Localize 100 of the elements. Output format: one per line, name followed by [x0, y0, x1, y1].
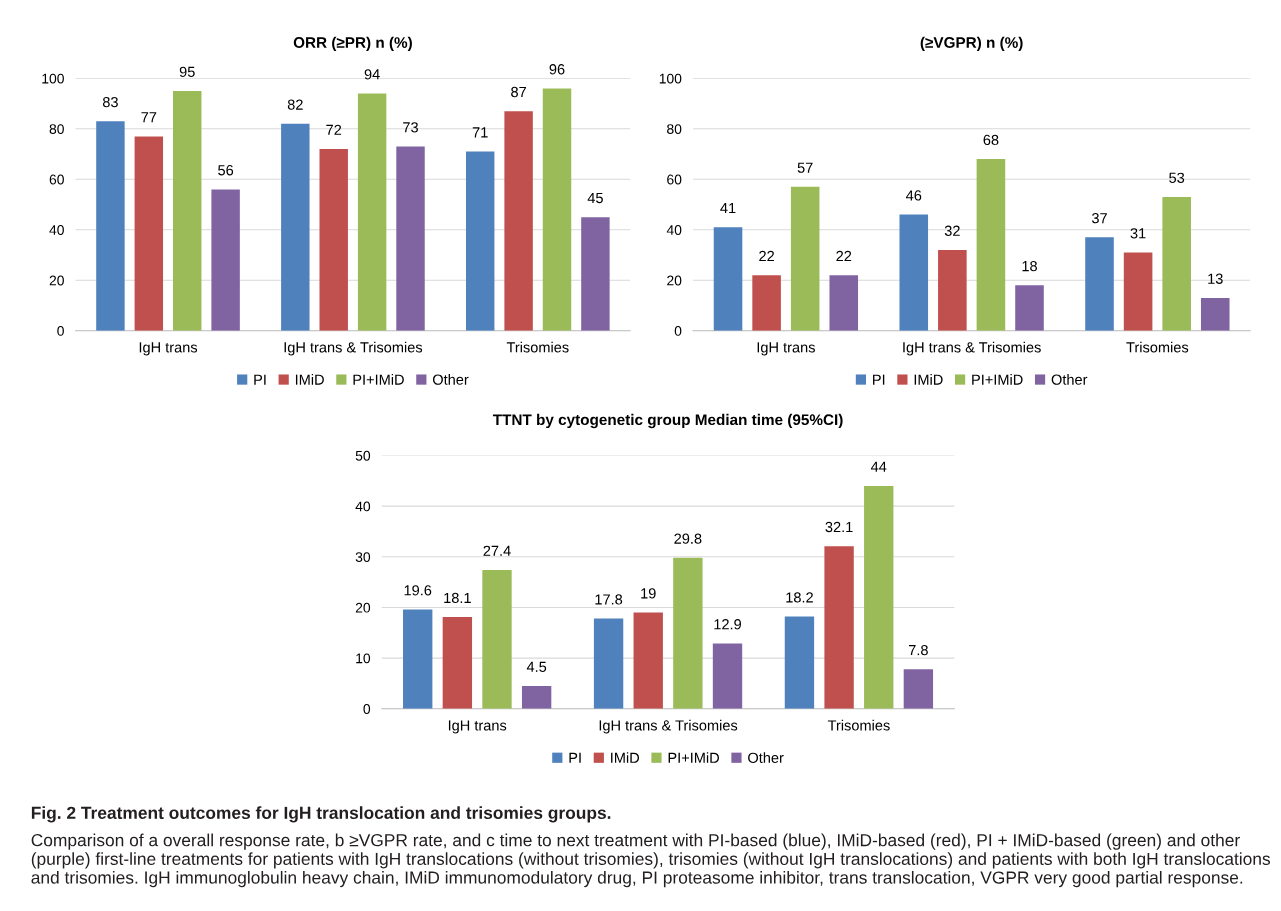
data-label: 53	[1169, 172, 1185, 183]
y-tick-label: 80	[667, 124, 682, 134]
bar	[824, 546, 854, 709]
data-label: 83	[102, 96, 118, 108]
legend-label: PI+IMiD	[972, 374, 1023, 385]
y-tick-label: 80	[49, 124, 64, 134]
y-tick-label: 0	[363, 704, 371, 714]
bar	[864, 485, 894, 709]
data-label: 22	[759, 250, 774, 262]
y-tick-label: 40	[666, 225, 682, 235]
y-tick-label: 10	[356, 653, 371, 664]
data-label: 45	[587, 192, 603, 204]
x-tick-label: Trisomies	[827, 719, 890, 731]
legend-label: Other	[748, 752, 784, 763]
data-label: 71	[472, 127, 488, 138]
bar	[829, 275, 859, 331]
legend-label: IMiD	[914, 374, 943, 385]
bar	[633, 612, 663, 709]
bar	[593, 618, 624, 709]
y-tick-label: 40	[49, 225, 64, 235]
legend-label: IMiD	[295, 374, 324, 385]
data-label: 73	[403, 122, 418, 133]
bar	[899, 214, 929, 331]
y-tick-label: 50	[355, 450, 371, 461]
data-label: 22	[836, 250, 852, 262]
data-label: 56	[218, 165, 234, 176]
data-label: 19.6	[404, 585, 432, 596]
bar	[482, 569, 512, 709]
data-label: 18	[1022, 260, 1037, 272]
data-label: 94	[364, 69, 380, 80]
data-label: 19	[641, 588, 656, 599]
caption: Fig. 2 Treatment outcomes for IgH translocation and trisomies groups.	[31, 806, 611, 823]
bar	[211, 189, 240, 331]
y-tick-label: 20	[667, 275, 682, 286]
data-label: 68	[983, 134, 999, 146]
data-label: 37	[1091, 213, 1107, 224]
data-label: 31	[1130, 228, 1146, 239]
data-label: 95	[179, 66, 195, 77]
x-tick-label: IgH trans	[757, 342, 815, 356]
chart-title: ORR (≥PR) n (%)	[293, 36, 412, 51]
data-label: 96	[549, 64, 565, 75]
bar	[673, 557, 703, 709]
legend-label: PI+IMiD	[668, 752, 719, 763]
data-label: 32.1	[825, 521, 853, 533]
data-label: 44	[870, 461, 887, 472]
y-tick-label: 20	[49, 275, 64, 286]
bar	[357, 93, 387, 331]
data-label: 82	[287, 99, 303, 110]
bar	[442, 617, 473, 709]
bar	[712, 643, 743, 709]
bar	[465, 151, 495, 331]
legend-label: IMiD	[611, 752, 640, 763]
x-tick-label: IgH trans & Trisomies	[903, 341, 1041, 356]
data-label: 57	[797, 162, 813, 173]
bar	[752, 275, 781, 331]
data-label: 18.1	[444, 592, 471, 604]
bar	[1015, 285, 1044, 331]
bar	[784, 616, 815, 709]
legend-label: PI	[569, 752, 581, 763]
bar	[976, 159, 1006, 331]
bar	[938, 249, 967, 331]
y-tick-label: 0	[674, 326, 682, 336]
y-tick-label: 40	[355, 501, 371, 512]
data-label: 4.5	[526, 661, 547, 672]
data-label: 77	[141, 112, 157, 123]
x-tick-label: IgH trans	[448, 720, 507, 734]
bar	[1085, 237, 1114, 331]
data-label: 87	[511, 86, 526, 98]
y-tick-label: 20	[355, 602, 371, 613]
chart-title: TTNT by cytogenetic group Median time (95%CI)	[492, 413, 843, 429]
legend-label: Other	[432, 374, 469, 385]
bar	[319, 149, 348, 331]
data-label: 46	[906, 190, 922, 201]
y-tick-label: 0	[57, 326, 64, 336]
x-tick-label: IgH trans	[139, 342, 198, 356]
bar	[790, 186, 820, 331]
bar	[542, 88, 572, 331]
bar	[713, 227, 743, 331]
data-label: 18.2	[786, 592, 813, 603]
x-tick-label: IgH trans & Trisomies	[284, 341, 423, 356]
data-label: 13	[1208, 273, 1223, 284]
x-tick-label: Trisomies	[506, 341, 569, 353]
bar	[581, 217, 610, 331]
y-tick-label: 100	[42, 73, 64, 84]
data-label: 29.8	[674, 533, 702, 544]
bar	[1123, 252, 1153, 331]
chart-title: (≥VGPR) n (%)	[920, 36, 1023, 51]
data-label: 7.8	[908, 644, 928, 656]
bar	[134, 136, 164, 331]
x-tick-label: Trisomies	[1126, 341, 1189, 353]
bar	[1200, 297, 1230, 331]
bar	[96, 121, 125, 331]
text: Comparison of a overall response rate, b ≥VGPR rate, and c time to next treatment with PI-based (blue), IMiD-based (red), PI + IMiD-based (green) and other (purple) first-line treatments for patients with IgH translocations (without trisomies), trisomies (without IgH translocations) and patients with both IgH translocations and trisomies. IgH immunoglobulin heavy chain, IMiD immunomodulatory drug, PI proteasome inhibitor, trans translocation, VGPR very good partial response.	[31, 833, 1271, 888]
bar	[396, 146, 425, 331]
legend-label: PI	[873, 374, 885, 385]
data-label: 41	[720, 203, 736, 214]
y-tick-label: 60	[667, 174, 682, 185]
x-tick-label: IgH trans & Trisomies	[599, 719, 738, 734]
bar	[281, 123, 310, 331]
legend-label: Other	[1051, 374, 1088, 385]
